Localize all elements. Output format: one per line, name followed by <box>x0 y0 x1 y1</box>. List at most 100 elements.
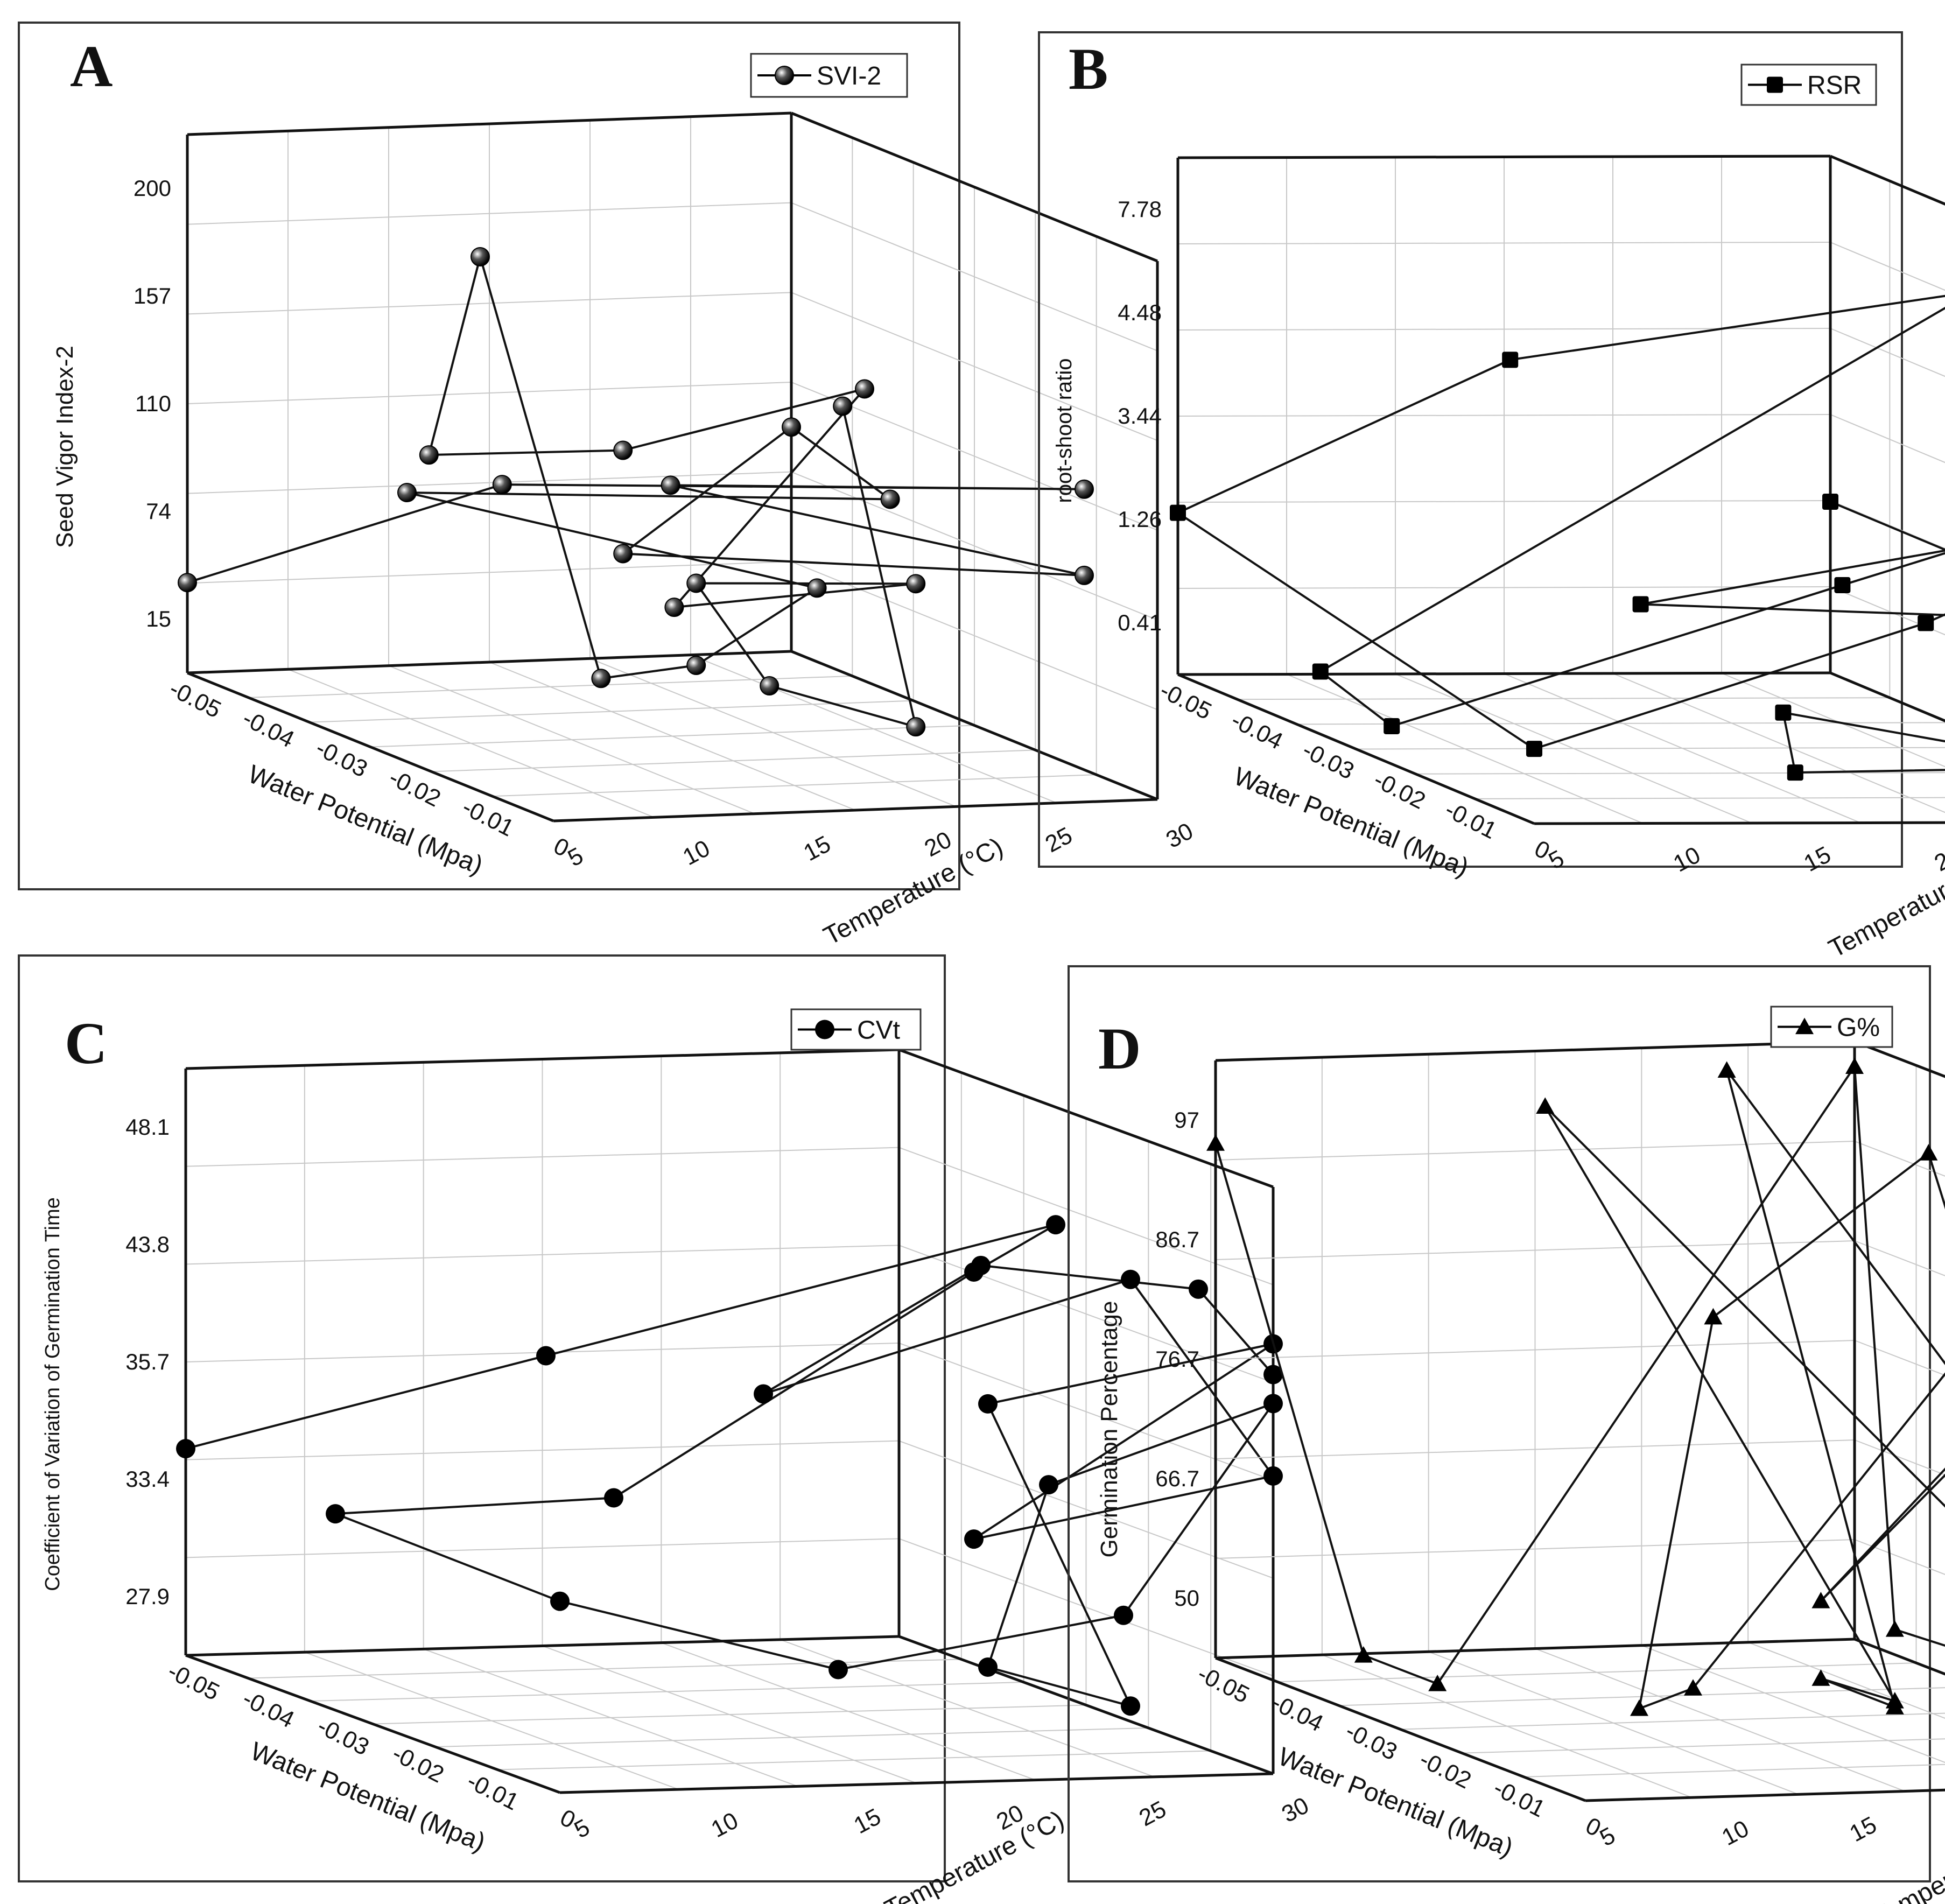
data-point <box>1787 764 1803 781</box>
data-point <box>686 656 706 675</box>
legend-label: G% <box>1837 1014 1880 1042</box>
panel-letter: C <box>65 1010 107 1076</box>
z-tick-label: 86.7 <box>1155 1227 1199 1252</box>
data-point <box>1428 1675 1447 1691</box>
z-tick-label: 50 <box>1174 1585 1199 1611</box>
y-tick-label: 15 <box>849 1803 885 1839</box>
x-tick-label: -0.03 <box>1342 1717 1402 1765</box>
z-tick-label: 74 <box>146 498 171 524</box>
panel-frame <box>18 22 960 890</box>
data-point <box>591 669 611 688</box>
data-point <box>1170 504 1186 521</box>
axis-box <box>184 1048 1275 1794</box>
data-point <box>1354 1646 1373 1663</box>
y-tick-label: 15 <box>1800 841 1835 877</box>
y-axis-title: Temperature (°C) <box>1824 845 1945 964</box>
y-tick-label: 25 <box>1041 822 1077 858</box>
data-point <box>1717 1061 1736 1078</box>
data-point <box>471 247 490 266</box>
x-tick-label: -0.03 <box>1298 736 1359 784</box>
data-point <box>782 417 801 437</box>
data-point <box>760 676 780 696</box>
data-point <box>1502 352 1519 368</box>
data-point <box>1121 1269 1140 1289</box>
x-tick-label: -0.01 <box>458 793 518 841</box>
y-tick-label: 10 <box>707 1807 742 1843</box>
data-point <box>1384 718 1400 734</box>
data-point <box>906 574 926 594</box>
data-point <box>1121 1696 1140 1716</box>
y-tick-label: 15 <box>1845 1811 1881 1847</box>
grid <box>1215 1044 1945 1798</box>
data-point <box>1885 1698 1904 1715</box>
y-axis-title: Temperature (°C) <box>1869 1814 1945 1904</box>
x-tick-label: -0.01 <box>1441 796 1501 844</box>
series-line <box>185 1224 1276 1708</box>
legend-marker <box>1767 76 1783 93</box>
z-axis-title: Germination Percentage <box>1096 1301 1122 1558</box>
y-tick-label: 5 <box>1596 1822 1620 1852</box>
axis-box <box>1176 154 1945 825</box>
y-tick-label: 5 <box>1544 845 1569 875</box>
data-point <box>1630 1699 1648 1716</box>
panel-letter: A <box>70 33 113 99</box>
data-point <box>1632 596 1649 613</box>
legend-label: SVI-2 <box>817 62 881 90</box>
data-point <box>1775 704 1792 721</box>
data-point <box>828 1660 848 1680</box>
data-point <box>664 598 684 617</box>
data-point <box>613 440 633 460</box>
data-point <box>964 1529 984 1549</box>
y-tick-label: 20 <box>1930 841 1945 876</box>
z-tick-label: 200 <box>134 175 171 201</box>
data-point <box>1704 1308 1723 1325</box>
data-point <box>1526 741 1542 757</box>
data-point <box>971 1255 991 1275</box>
y-tick-label: 10 <box>1669 841 1704 877</box>
panel-frame <box>1038 31 1903 868</box>
panel-letter: B <box>1069 36 1108 102</box>
data-point <box>978 1657 998 1677</box>
x-tick-label: -0.01 <box>1489 1774 1549 1822</box>
x-tick-label: -0.04 <box>238 705 299 753</box>
data-point <box>1075 565 1094 585</box>
legend-marker <box>775 66 794 85</box>
data-point <box>1206 1134 1225 1151</box>
x-axis-title: Water Potential (Mpa) <box>247 1737 489 1857</box>
data-point <box>1075 479 1094 499</box>
y-tick-label: 25 <box>1135 1796 1170 1831</box>
data-point <box>178 573 197 593</box>
z-tick-label: 43.8 <box>125 1232 170 1257</box>
x-tick-label: -0.04 <box>1227 707 1287 755</box>
data-point <box>1263 1466 1283 1486</box>
y-tick-label: 5 <box>570 1814 594 1844</box>
z-tick-label: 33.4 <box>125 1466 170 1492</box>
data-point <box>880 489 900 509</box>
x-axis-title: Water Potential (Mpa) <box>1230 762 1472 882</box>
z-tick-label: 1.26 <box>1118 507 1162 532</box>
grid <box>187 116 1158 818</box>
x-tick-label: -0.03 <box>312 734 372 782</box>
data-point <box>536 1346 556 1366</box>
data-point <box>1114 1605 1133 1625</box>
data-point <box>1536 1097 1555 1114</box>
z-tick-label: 76.7 <box>1155 1346 1199 1372</box>
x-tick-label: -0.05 <box>165 675 226 723</box>
data-point <box>1684 1679 1702 1696</box>
legend: SVI-2 <box>750 53 908 98</box>
z-tick-label: 157 <box>134 283 171 308</box>
data-point <box>1039 1475 1058 1495</box>
z-axis-title: root-shoot ratio <box>1052 358 1076 503</box>
legend-marker <box>815 1020 834 1039</box>
series-line <box>1175 294 1945 774</box>
chart-panel-D: -0.05-0.04-0.03-0.02-0.01051015202530506… <box>1068 965 1945 1904</box>
z-axis-title: Seed Vigor Index-2 <box>52 346 78 548</box>
legend: G% <box>1770 1006 1893 1048</box>
y-tick-label: 5 <box>564 842 588 872</box>
z-tick-label: 35.7 <box>125 1349 170 1374</box>
data-point <box>1312 663 1329 680</box>
data-point <box>1845 1057 1864 1074</box>
y-tick-label: 15 <box>799 831 835 866</box>
